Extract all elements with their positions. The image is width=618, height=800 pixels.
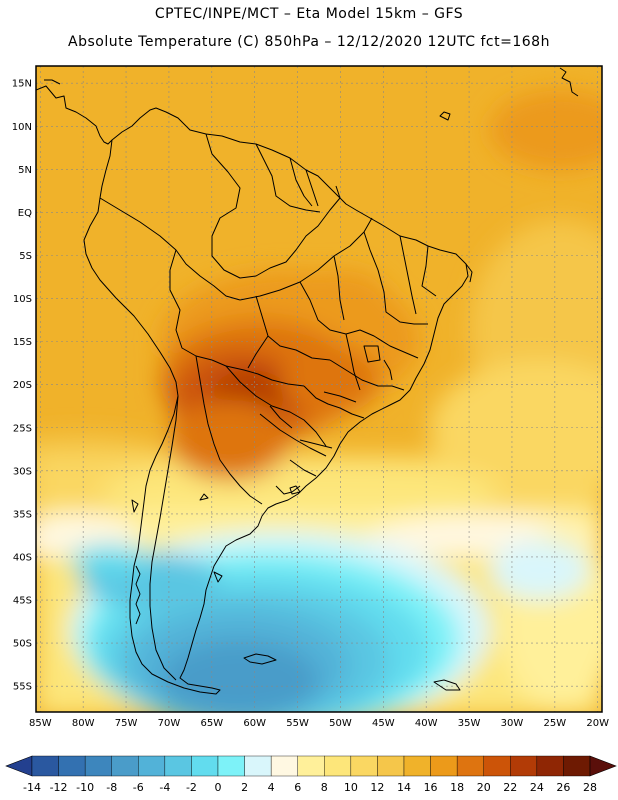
lat-tick-label: 55S [13, 682, 32, 693]
lat-tick-label: 45S [13, 596, 32, 607]
lon-tick-label: 40W [415, 718, 438, 729]
temperature-field [36, 66, 602, 712]
lon-tick-label: 20W [586, 718, 609, 729]
colorbar-overflow-triangle [589, 755, 617, 777]
lon-tick-label: 60W [243, 718, 266, 729]
colorbar-tick-label: 26 [556, 781, 570, 794]
lat-tick-label: 15S [13, 337, 32, 348]
map-frame [35, 65, 603, 713]
lon-tick-label: 80W [72, 718, 95, 729]
lon-tick-label: 35W [458, 718, 481, 729]
lon-tick-label: 55W [286, 718, 309, 729]
lat-tick-label: 10S [13, 294, 32, 305]
lat-tick-label: 25S [13, 423, 32, 434]
colorbar-bin [244, 755, 272, 777]
colorbar-bin [297, 755, 325, 777]
colorbar-tick-label: 14 [397, 781, 411, 794]
colorbar-tick-label: 0 [215, 781, 222, 794]
colorbar-bin [58, 755, 86, 777]
colorbar-bin [350, 755, 378, 777]
lon-tick-label: 85W [29, 718, 52, 729]
colorbar-tick-label: 28 [583, 781, 597, 794]
colorbar-bin [563, 755, 591, 777]
lat-tick-label: 35S [13, 509, 32, 520]
colorbar-tick-label: -12 [50, 781, 68, 794]
colorbar-bin [324, 755, 352, 777]
colorbar-tick-label: 12 [370, 781, 384, 794]
colorbar-tick-label: 20 [477, 781, 491, 794]
lon-tick-label: 45W [372, 718, 395, 729]
colorbar-bin [164, 755, 192, 777]
colorbar-bin [270, 755, 298, 777]
colorbar-tick-label: 18 [450, 781, 464, 794]
colorbar-bin [191, 755, 219, 777]
colorbar-bin [403, 755, 431, 777]
lat-tick-label: 40S [13, 552, 32, 563]
colorbar-bin [84, 755, 112, 777]
colorbar-tick-label: 16 [424, 781, 438, 794]
lat-tick-label: EQ [18, 208, 32, 219]
colorbar-bin [217, 755, 245, 777]
colorbar-tick-label: -4 [159, 781, 170, 794]
lat-tick-label: 30S [13, 466, 32, 477]
colorbar-tick-label: 10 [344, 781, 358, 794]
colorbar-bin [430, 755, 458, 777]
lat-tick-label: 50S [13, 639, 32, 650]
colorbar-bin [536, 755, 564, 777]
lon-tick-label: 30W [501, 718, 524, 729]
colorbar-bin [138, 755, 166, 777]
colorbar-tick-label: 22 [503, 781, 517, 794]
lat-tick-label: 10N [12, 122, 32, 133]
colorbar-tick-label: 8 [321, 781, 328, 794]
colorbar-tick-label: 4 [268, 781, 275, 794]
lat-tick-label: 5N [18, 165, 32, 176]
colorbar-tick-label: 2 [241, 781, 248, 794]
lon-tick-label: 65W [200, 718, 223, 729]
colorbar-bin [483, 755, 511, 777]
lat-tick-label: 5S [19, 251, 32, 262]
colorbar-tick-label: 24 [530, 781, 544, 794]
colorbar-tick-label: -14 [23, 781, 41, 794]
lat-tick-label: 20S [13, 380, 32, 391]
lon-tick-label: 75W [115, 718, 138, 729]
colorbar-underflow-triangle [5, 755, 33, 777]
colorbar [5, 755, 617, 777]
colorbar-tick-label: -6 [133, 781, 144, 794]
colorbar-bin [377, 755, 405, 777]
lon-tick-label: 50W [329, 718, 352, 729]
lat-tick-label: 15N [12, 79, 32, 90]
colorbar-tick-label: -2 [186, 781, 197, 794]
grid-lines [36, 66, 602, 712]
colorbar-bin [510, 755, 538, 777]
lon-tick-label: 70W [158, 718, 181, 729]
colorbar-tick-label: -8 [106, 781, 117, 794]
colorbar-tick-label: -10 [76, 781, 94, 794]
coastlines [36, 67, 579, 695]
colorbar-tick-label: 6 [294, 781, 301, 794]
latitude-labels: 15N 10N 5N EQ 5S 10S 15S 20S 25S 30S 35S 40S 45S 50S 5… [12, 79, 32, 693]
colorbar-labels: -14 -12 -10 -8 -6 -4 -2 0 2 4 6 8 10 12 14 16 18 20 22 24 26… [23, 781, 597, 794]
colorbar-bin [456, 755, 484, 777]
title-line-2: Absolute Temperature (C) 850hPa – 12/12/… [68, 34, 550, 50]
colorbar-bin [111, 755, 139, 777]
title-line-1: CPTEC/INPE/MCT – Eta Model 15km – GFS [154, 6, 464, 22]
colorbar-bin [31, 755, 59, 777]
longitude-labels: 85W 80W 75W 70W 65W 60W 55W 50W 45W 40W 35W 30W 25W 2… [29, 718, 609, 729]
lon-tick-label: 25W [544, 718, 567, 729]
